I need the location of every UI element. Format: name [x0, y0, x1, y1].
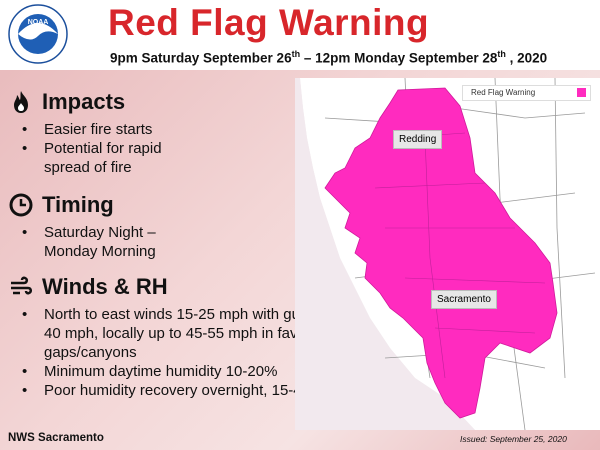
impacts-heading: Impacts	[8, 88, 358, 116]
issued-date: Issued: September 25, 2020	[460, 434, 567, 444]
header: NOAA Red Flag Warning 9pm Saturday Septe…	[0, 0, 600, 70]
list-item: Saturday Night – Monday Morning	[22, 223, 194, 261]
list-item: Minimum daytime humidity 10-20%	[22, 362, 358, 381]
city-label-sacramento: Sacramento	[431, 290, 497, 309]
warning-county-lines	[374, 132, 546, 379]
info-panel: Impacts Easier fire starts Potential for…	[8, 88, 362, 400]
timing-heading: Timing	[8, 191, 358, 219]
winds-heading: Winds & RH	[8, 273, 358, 301]
clock-icon	[9, 193, 33, 217]
california-map	[295, 78, 600, 430]
list-item: Poor humidity recovery overnight, 15-40%	[22, 381, 334, 400]
map-legend: Red Flag Warning	[462, 85, 591, 101]
noaa-logo: NOAA	[8, 4, 68, 64]
list-item: Potential for rapid spread of fire	[22, 139, 204, 177]
impacts-list: Easier fire starts Potential for rapid s…	[8, 120, 358, 177]
legend-swatch	[577, 88, 586, 97]
page-title: Red Flag Warning	[108, 2, 430, 43]
ocean-area	[295, 78, 475, 430]
timing-list: Saturday Night – Monday Morning	[8, 223, 358, 261]
wind-icon	[11, 276, 33, 295]
list-item: North to east winds 15-25 mph with gusts…	[22, 305, 364, 362]
winds-list: North to east winds 15-25 mph with gusts…	[8, 305, 362, 400]
red-flag-warning-area	[324, 87, 558, 419]
warning-time-range: 9pm Saturday September 26th – 12pm Monda…	[110, 49, 548, 66]
city-label-redding: Redding	[393, 130, 443, 149]
office-name: NWS Sacramento	[8, 432, 104, 444]
svg-text:NOAA: NOAA	[28, 19, 49, 26]
list-item: Easier fire starts	[22, 120, 358, 139]
flame-icon	[14, 91, 28, 113]
